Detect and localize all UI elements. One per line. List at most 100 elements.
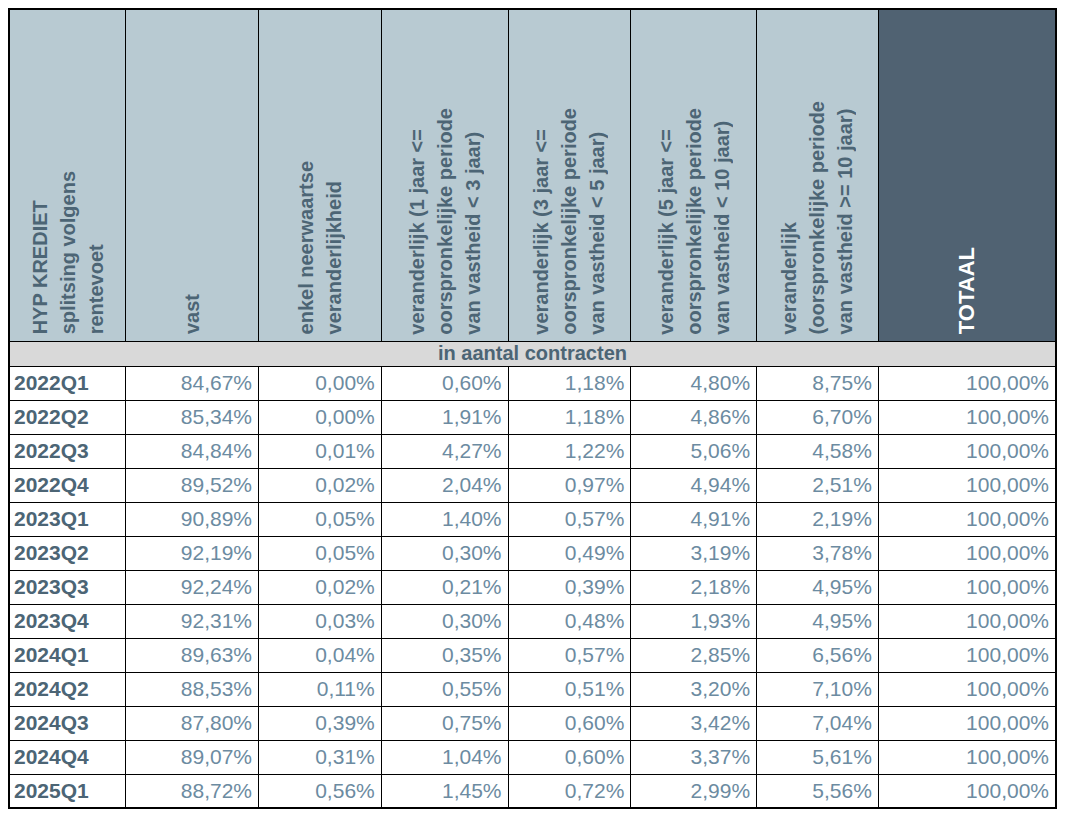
value-cell: 3,19%: [631, 536, 757, 570]
value-cell: 0,05%: [259, 502, 382, 536]
value-cell: 4,95%: [757, 604, 879, 638]
value-cell: 87,80%: [126, 706, 259, 740]
value-cell: 0,57%: [508, 502, 631, 536]
table-row: 2024Q489,07%0,31%1,04%0,60%3,37%5,61%100…: [9, 740, 1056, 774]
value-cell: 0,48%: [508, 604, 631, 638]
value-cell: 1,93%: [631, 604, 757, 638]
value-cell: 0,00%: [259, 400, 382, 434]
row-period-label: 2022Q1: [9, 366, 126, 400]
value-cell: 0,01%: [259, 434, 382, 468]
value-cell: 84,67%: [126, 366, 259, 400]
value-cell: 4,91%: [631, 502, 757, 536]
total-value-cell: 100,00%: [878, 536, 1056, 570]
value-cell: 1,45%: [381, 774, 508, 808]
table-row: 2022Q184,67%0,00%0,60%1,18%4,80%8,75%100…: [9, 366, 1056, 400]
value-cell: 2,51%: [757, 468, 879, 502]
unit-band-label: in aantal contracten: [9, 341, 1056, 366]
value-cell: 90,89%: [126, 502, 259, 536]
table-row: 2022Q285,34%0,00%1,91%1,18%4,86%6,70%100…: [9, 400, 1056, 434]
total-value-cell: 100,00%: [878, 400, 1056, 434]
value-cell: 85,34%: [126, 400, 259, 434]
total-value-cell: 100,00%: [878, 604, 1056, 638]
unit-band-row: in aantal contracten: [9, 341, 1056, 366]
corner-header-wrap: HYP KREDIET splitsing volgens rentevoet: [10, 15, 125, 335]
value-cell: 0,75%: [381, 706, 508, 740]
table-row: 2023Q190,89%0,05%1,40%0,57%4,91%2,19%100…: [9, 502, 1056, 536]
value-cell: 0,55%: [381, 672, 508, 706]
value-cell: 3,78%: [757, 536, 879, 570]
total-value-cell: 100,00%: [878, 774, 1056, 808]
value-cell: 4,58%: [757, 434, 879, 468]
row-period-label: 2024Q3: [9, 706, 126, 740]
column-header-veranderlijk-10-plus: veranderlijk (oorspronkelijke periode va…: [757, 9, 879, 341]
totaal-header-label: TOTAAL: [954, 247, 980, 334]
value-cell: 0,39%: [259, 706, 382, 740]
total-value-cell: 100,00%: [878, 740, 1056, 774]
table-row: 2022Q489,52%0,02%2,04%0,97%4,94%2,51%100…: [9, 468, 1056, 502]
value-cell: 1,40%: [381, 502, 508, 536]
value-cell: 0,56%: [259, 774, 382, 808]
total-value-cell: 100,00%: [878, 468, 1056, 502]
value-cell: 4,80%: [631, 366, 757, 400]
table-body: 2022Q184,67%0,00%0,60%1,18%4,80%8,75%100…: [9, 366, 1056, 808]
value-cell: 4,27%: [381, 434, 508, 468]
row-period-label: 2022Q4: [9, 468, 126, 502]
value-cell: 5,56%: [757, 774, 879, 808]
table-row: 2023Q292,19%0,05%0,30%0,49%3,19%3,78%100…: [9, 536, 1056, 570]
corner-header-cell: HYP KREDIET splitsing volgens rentevoet: [9, 9, 126, 341]
value-cell: 2,99%: [631, 774, 757, 808]
value-cell: 0,21%: [381, 570, 508, 604]
row-period-label: 2024Q4: [9, 740, 126, 774]
row-period-label: 2023Q1: [9, 502, 126, 536]
value-cell: 1,91%: [381, 400, 508, 434]
column-header-veranderlijk-5-10: veranderlijk (5 jaar <= oorspronkelijke …: [631, 9, 757, 341]
total-value-cell: 100,00%: [878, 638, 1056, 672]
table-row: 2023Q392,24%0,02%0,21%0,39%2,18%4,95%100…: [9, 570, 1056, 604]
column-header-label: enkel neerwaartse veranderlijkheid: [292, 161, 348, 334]
value-cell: 0,97%: [508, 468, 631, 502]
value-cell: 88,53%: [126, 672, 259, 706]
row-period-label: 2025Q1: [9, 774, 126, 808]
value-cell: 0,04%: [259, 638, 382, 672]
value-cell: 0,30%: [381, 536, 508, 570]
value-cell: 4,94%: [631, 468, 757, 502]
row-period-label: 2022Q3: [9, 434, 126, 468]
header-row: HYP KREDIET splitsing volgens rentevoet …: [9, 9, 1056, 341]
value-cell: 0,51%: [508, 672, 631, 706]
column-header-enkel-neerwaartse: enkel neerwaartse veranderlijkheid: [259, 9, 382, 341]
row-period-label: 2023Q3: [9, 570, 126, 604]
value-cell: 2,19%: [757, 502, 879, 536]
value-cell: 0,02%: [259, 570, 382, 604]
value-cell: 92,24%: [126, 570, 259, 604]
total-value-cell: 100,00%: [878, 366, 1056, 400]
value-cell: 6,70%: [757, 400, 879, 434]
total-value-cell: 100,00%: [878, 706, 1056, 740]
column-header-label: veranderlijk (oorspronkelijke periode va…: [775, 101, 859, 334]
column-header-label: vast: [178, 294, 206, 334]
row-period-label: 2023Q4: [9, 604, 126, 638]
value-cell: 1,18%: [508, 366, 631, 400]
column-header-veranderlijk-1-3: veranderlijk (1 jaar <= oorspronkelijke …: [381, 9, 508, 341]
value-cell: 1,22%: [508, 434, 631, 468]
rate-split-table: HYP KREDIET splitsing volgens rentevoet …: [8, 8, 1057, 809]
value-cell: 0,60%: [508, 740, 631, 774]
column-header-label: veranderlijk (1 jaar <= oorspronkelijke …: [403, 108, 487, 335]
value-cell: 1,18%: [508, 400, 631, 434]
total-value-cell: 100,00%: [878, 434, 1056, 468]
row-period-label: 2023Q2: [9, 536, 126, 570]
row-period-label: 2024Q2: [9, 672, 126, 706]
column-header-vast: vast: [126, 9, 259, 341]
value-cell: 0,35%: [381, 638, 508, 672]
value-cell: 6,56%: [757, 638, 879, 672]
table-row: 2024Q387,80%0,39%0,75%0,60%3,42%7,04%100…: [9, 706, 1056, 740]
value-cell: 92,19%: [126, 536, 259, 570]
column-header-label: veranderlijk (5 jaar <= oorspronkelijke …: [652, 108, 736, 335]
value-cell: 0,05%: [259, 536, 382, 570]
corner-header-label: HYP KREDIET splitsing volgens rentevoet: [26, 171, 110, 334]
value-cell: 0,57%: [508, 638, 631, 672]
value-cell: 0,60%: [508, 706, 631, 740]
value-cell: 0,60%: [381, 366, 508, 400]
value-cell: 0,03%: [259, 604, 382, 638]
row-period-label: 2024Q1: [9, 638, 126, 672]
total-value-cell: 100,00%: [878, 502, 1056, 536]
